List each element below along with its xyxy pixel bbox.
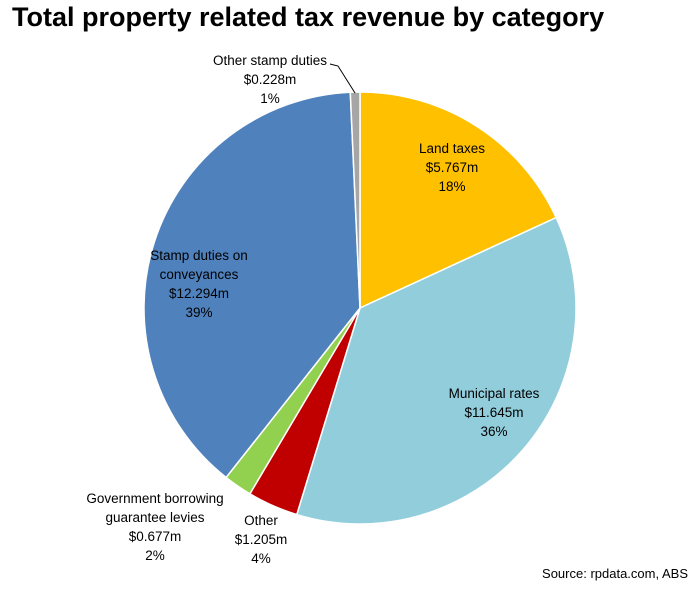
data-label-land-taxes: Land taxes $5.767m 18%: [419, 141, 485, 194]
pie-slice-municipal-rates: [295, 216, 577, 525]
source-note: Source: rpdata.com, ABS: [542, 566, 688, 581]
pie-slices: [143, 91, 577, 525]
leader-lines: [329, 63, 356, 94]
data-label-other-stamp-duties: Other stamp duties $0.228m 1%: [213, 53, 327, 106]
data-label-stamp-duties-on-conveyances: Stamp duties on conveyances $12.294m 39%: [150, 248, 248, 320]
pie-slice-stamp-duties-on-conveyances: [143, 91, 361, 479]
pie-slice-land-taxes: [359, 91, 558, 310]
data-label-other: Other $1.205m 4%: [235, 513, 288, 566]
leader-line-other-stamp-duties: [329, 63, 356, 94]
data-label-municipal-rates: Municipal rates $11.645m 36%: [449, 386, 540, 439]
slice-labels: Land taxes $5.767m 18% Municipal rates $11.6…: [86, 53, 539, 566]
data-label-government-borrowing-guarantee-levies: Government borrowing guarantee levies $0.6…: [86, 491, 223, 563]
chart-title: Total property related tax revenue by ca…: [12, 2, 605, 32]
pie-slice-other-stamp-duties: [349, 91, 361, 309]
